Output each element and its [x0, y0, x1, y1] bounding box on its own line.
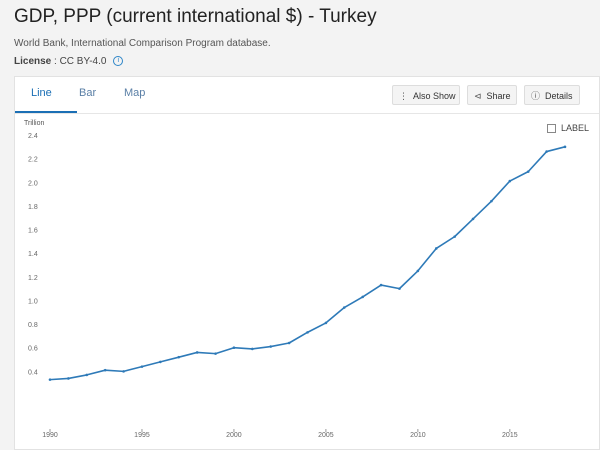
data-point	[379, 283, 383, 287]
x-tick-label: 1990	[42, 432, 58, 439]
license-label: License	[14, 56, 52, 67]
details-label: Details	[545, 91, 573, 101]
share-button[interactable]: ⊲ Share	[467, 85, 517, 105]
data-point	[159, 360, 162, 364]
data-point	[434, 247, 438, 250]
y-tick-label: 1.8	[28, 204, 38, 211]
y-tick-label: 1.0	[28, 298, 38, 305]
data-point	[416, 269, 420, 273]
tab-map[interactable]: Map	[124, 87, 146, 99]
source-note: World Bank, International Comparison Pro…	[14, 38, 271, 49]
y-tick-label: 2.4	[28, 133, 38, 140]
share-icon: ⊲	[474, 91, 482, 101]
x-tick-label: 1995	[134, 432, 150, 439]
also-show-button[interactable]: ⋮ Also Show	[392, 85, 460, 105]
y-tick-label: 0.4	[28, 369, 38, 376]
also-show-label: Also Show	[413, 91, 456, 101]
details-button[interactable]: ⓘ Details	[524, 85, 580, 105]
data-point	[67, 377, 70, 380]
y-tick-label: 0.6	[28, 346, 38, 353]
data-point	[287, 341, 291, 345]
data-point	[177, 355, 181, 359]
page-title: GDP, PPP (current international $) - Tur…	[14, 6, 377, 27]
data-point	[563, 145, 567, 149]
data-point	[361, 295, 364, 299]
data-point	[85, 373, 89, 377]
y-tick-label: 2.0	[28, 180, 38, 187]
data-point	[122, 370, 125, 373]
data-point	[103, 368, 107, 372]
x-tick-label: 2010	[410, 432, 426, 439]
data-point	[195, 351, 199, 354]
data-point	[324, 321, 328, 325]
data-point	[232, 346, 236, 350]
data-point	[251, 347, 254, 351]
series-line	[49, 146, 566, 381]
data-point	[342, 306, 346, 309]
data-point	[471, 217, 475, 221]
data-point	[398, 287, 401, 290]
data-point	[453, 235, 456, 238]
data-point	[269, 345, 273, 348]
x-tick-label: 2000	[226, 432, 242, 439]
y-tick-label: 1.2	[28, 275, 38, 282]
line-chart: Trillion 0.4 0.6 0.8 1.0 1.2 1.4 1.6 1.8 2.0 2.2 2.…	[24, 120, 567, 439]
more-vertical-icon: ⋮	[399, 91, 408, 101]
chart-tabs: Line Bar Map ⋮ Also Show ⊲ Share ⓘ Details	[15, 77, 599, 114]
data-point	[508, 179, 512, 183]
info-circle-icon: ⓘ	[531, 91, 541, 101]
chart-card: Line Bar Map ⋮ Also Show ⊲ Share ⓘ Details …	[14, 76, 600, 450]
y-tick-label: 2.2	[28, 157, 38, 164]
data-point	[526, 170, 530, 173]
y-tick-label: 1.4	[28, 251, 38, 258]
data-point	[490, 199, 493, 203]
data-point	[545, 150, 548, 153]
data-point	[140, 365, 144, 368]
data-point	[306, 331, 309, 334]
y-tick-label: 1.6	[28, 228, 38, 235]
active-tab-indicator	[15, 111, 77, 113]
license: License : CC BY-4.0 i	[14, 56, 124, 67]
x-tick-label: 2005	[318, 432, 334, 439]
tab-bar[interactable]: Bar	[79, 87, 97, 99]
data-point	[48, 378, 52, 381]
data-point	[214, 352, 217, 355]
share-label: Share	[486, 91, 511, 101]
y-tick-label: 0.8	[28, 322, 38, 329]
y-axis-label: Trillion	[24, 120, 44, 127]
x-tick-label: 2015	[502, 432, 518, 439]
checkbox-icon	[546, 124, 556, 134]
tab-line[interactable]: Line	[31, 87, 52, 99]
info-icon[interactable]: i	[113, 56, 124, 67]
license-value: : CC BY-4.0	[54, 56, 107, 67]
label-toggle-text: LABEL	[560, 123, 589, 133]
label-toggle[interactable]: LABEL	[546, 123, 589, 134]
